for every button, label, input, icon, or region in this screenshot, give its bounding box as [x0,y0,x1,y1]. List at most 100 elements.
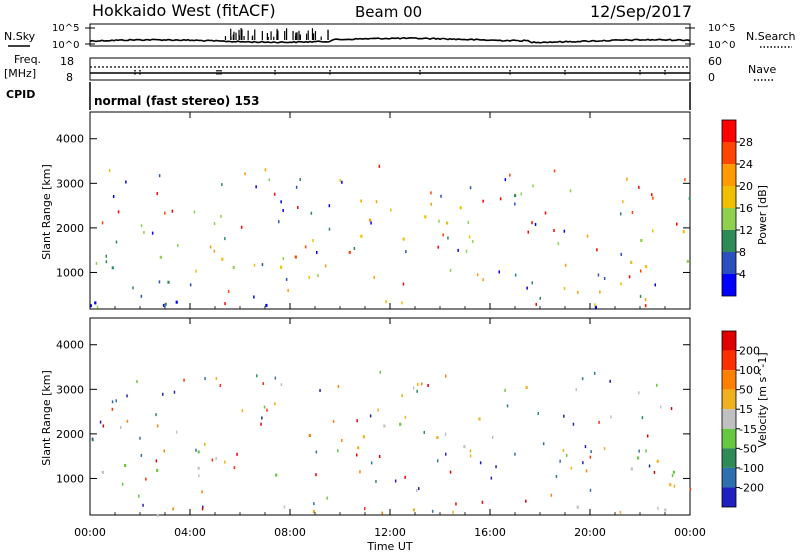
scatter-cell [455,502,457,506]
data-cell [348,250,351,254]
scatter-cell [640,269,642,273]
scatter-cell [162,392,164,396]
scatter-cell [92,438,94,442]
scatter-cell [620,282,622,286]
scatter-cell [215,456,217,460]
data-cell [682,230,685,234]
scatter-cell [312,239,314,242]
scatter-cell [373,275,375,279]
scatter-cell [671,474,674,477]
scatter-cell [646,434,649,438]
scatter-cell [418,487,420,491]
scatter-cell [534,223,537,226]
scatter-cell [620,252,622,256]
scatter-cell [575,388,577,392]
cpid-mode-text: normal (fast stereo) 153 [94,94,260,108]
data-cell [412,508,416,512]
data-cell [167,280,170,284]
scatter-cell [670,407,673,411]
scatter-cell [316,251,318,254]
scatter-cell [313,502,315,506]
data-cell [672,470,675,474]
scatter-cell [138,494,140,498]
noise-bottom-tick-left: 10^0 [52,40,79,51]
data-cell [360,234,363,238]
colorbar-swatch [722,230,736,252]
scatter-cell [280,383,283,387]
scatter-cell [262,382,264,386]
data-cell [594,305,597,309]
velocity-colorbar-label: Velocity [m s^-1] [756,352,769,447]
scatter-cell [495,465,497,469]
scatter-cell [445,374,447,378]
data-cell [197,450,200,454]
scatter-cell [596,248,598,252]
data-cell [312,510,315,513]
scatter-cell [136,380,138,384]
scatter-cell [108,169,111,172]
scatter-cell [585,469,588,473]
scatter-cell [224,460,226,464]
data-cell [669,483,672,487]
scatter-cell [652,229,654,233]
scatter-cell [651,193,653,197]
scatter-cell [315,450,318,454]
scatter-cell [582,461,584,465]
noise-top-tick-left: 10^5 [52,23,79,34]
nave-bottom-tick: 0 [708,71,715,84]
scatter-cell [198,474,200,478]
colorbar-tick-label: 4 [739,268,746,281]
scatter-cell [189,283,192,287]
noise-right-label: N.Search [746,30,796,43]
scatter-cell [404,475,406,479]
scatter-cell [261,263,264,267]
scatter-cell [132,286,134,290]
scatter-cell [101,221,104,225]
y-tick-label: 2000 [56,222,84,235]
colorbar-swatch [722,164,736,186]
data-cell [156,468,159,472]
scatter-cell [268,178,270,182]
scatter-cell [603,447,606,451]
data-cell [656,459,659,463]
y-tick-label: 3000 [56,383,84,396]
scatter-cell [155,459,158,463]
x-tick-label: 12:00 [374,526,406,539]
scatter-cell [482,278,484,282]
data-cell [94,301,97,305]
scatter-cell [514,273,517,277]
freq-label-1: Freq. [14,53,41,66]
colorbar-swatch [722,208,736,230]
scatter-cell [240,225,243,229]
scatter-cell [437,459,439,463]
nave-top-tick: 60 [708,55,722,68]
scatter-cell [341,438,343,442]
scatter-cell [457,248,459,252]
scatter-cell [193,210,196,214]
data-cell [402,237,405,241]
scatter-cell [532,184,534,188]
scatter-cell [204,377,206,381]
scatter-cell [472,239,474,243]
data-cell [576,505,579,509]
scatter-cell [299,178,301,181]
scatter-cell [241,409,244,413]
colorbar-tick-label: 100 [739,364,760,377]
data-cell [369,218,372,222]
scatter-cell [622,200,624,204]
colorbar-tick-label: 12 [739,224,753,237]
scatter-cell [638,449,640,453]
scatter-cell [644,304,647,308]
scatter-cell [537,412,539,415]
data-cell [640,239,643,242]
x-tick-labels: 00:00 04:00 08:00 12:00 16:00 20:00 00:00 [74,526,706,539]
scatter-cell [653,470,656,474]
scatter-cell [469,186,472,190]
scatter-cell [563,414,565,418]
scatter-cell [324,264,327,268]
data-cell [124,464,127,467]
scatter-cell [278,220,280,224]
beam-title: Beam 00 [355,3,422,21]
scatter-cell [445,452,447,456]
scatter-cell [577,290,579,294]
